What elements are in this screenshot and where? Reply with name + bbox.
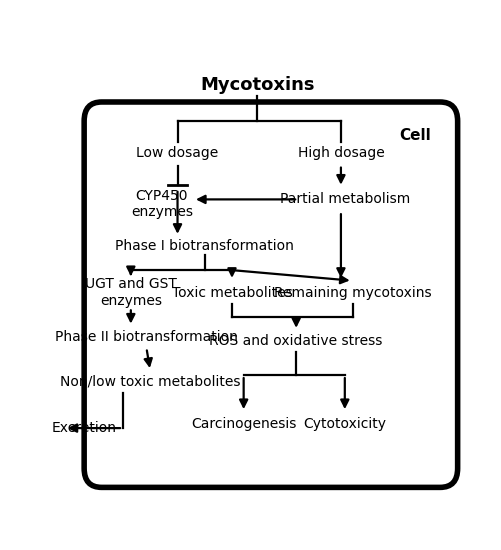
Text: Partial metabolism: Partial metabolism — [279, 192, 409, 206]
Text: Toxic metabolites: Toxic metabolites — [171, 285, 292, 300]
Text: Carcinogenesis: Carcinogenesis — [190, 417, 296, 431]
Text: ROS and oxidative stress: ROS and oxidative stress — [209, 334, 382, 348]
Text: Phase I biotransformation: Phase I biotransformation — [115, 239, 294, 253]
Text: Low dosage: Low dosage — [136, 146, 218, 160]
Text: High dosage: High dosage — [297, 146, 384, 160]
Text: Excretion: Excretion — [52, 421, 116, 435]
Text: CYP450
enzymes: CYP450 enzymes — [131, 189, 192, 219]
Text: UGT and GST
enzymes: UGT and GST enzymes — [85, 277, 176, 307]
Text: Mycotoxins: Mycotoxins — [199, 76, 314, 94]
Text: Remaining mycotoxins: Remaining mycotoxins — [273, 285, 430, 300]
Text: Phase II biotransformation: Phase II biotransformation — [55, 330, 237, 344]
Text: Non/low toxic metabolites: Non/low toxic metabolites — [60, 375, 240, 388]
Text: Cell: Cell — [398, 128, 430, 144]
Text: Cytotoxicity: Cytotoxicity — [303, 417, 386, 431]
